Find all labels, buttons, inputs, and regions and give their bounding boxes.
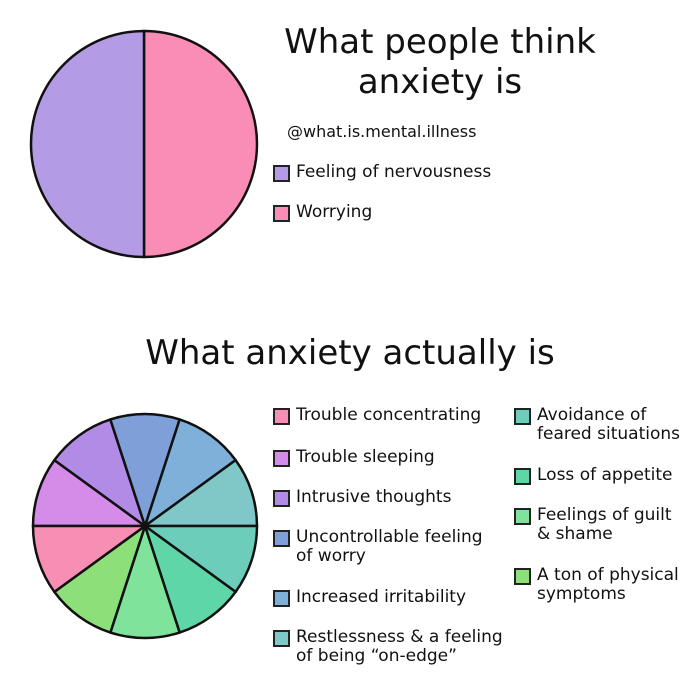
- legend-item: Avoidance of feared situations: [514, 406, 680, 444]
- legend-item: Intrusive thoughts: [273, 488, 451, 507]
- legend-item: Loss of appetite: [514, 466, 672, 485]
- legend-label: Loss of appetite: [537, 465, 673, 485]
- legend-swatch: [273, 590, 290, 607]
- legend-item: Restlessness & a feeling of being “on-ed…: [273, 628, 503, 666]
- legend-item: Feelings of guilt & shame: [514, 506, 672, 544]
- legend-item: Feeling of nervousness: [273, 163, 491, 182]
- pie-slice: [29, 29, 146, 259]
- legend-item: Trouble sleeping: [273, 448, 435, 467]
- chart-title-think: What people think anxiety is: [284, 22, 596, 102]
- legend-label: Trouble sleeping: [296, 447, 435, 467]
- legend-swatch: [514, 408, 531, 425]
- legend-swatch: [273, 630, 290, 647]
- chart-title-actual: What anxiety actually is: [145, 333, 555, 373]
- legend-label: Intrusive thoughts: [296, 487, 452, 507]
- legend-swatch: [273, 490, 290, 507]
- pie-slice: [31, 524, 147, 594]
- legend-label: Uncontrollable feeling of worry: [296, 527, 483, 566]
- legend-label: Increased irritability: [296, 587, 467, 607]
- legend-label: Feelings of guilt & shame: [537, 505, 672, 544]
- legend-swatch: [273, 165, 290, 182]
- legend-label: Trouble concentrating: [296, 405, 482, 425]
- legend-label: Worrying: [296, 202, 373, 222]
- legend-swatch: [514, 468, 531, 485]
- legend-swatch: [273, 450, 290, 467]
- legend-label: A ton of physical symptoms: [537, 565, 679, 604]
- legend-item: A ton of physical symptoms: [514, 566, 679, 604]
- legend-label: Feeling of nervousness: [296, 162, 492, 182]
- legend-swatch: [273, 530, 290, 547]
- legend-item: Worrying: [273, 203, 372, 222]
- legend-item: Trouble concentrating: [273, 406, 481, 425]
- legend-swatch: [273, 205, 290, 222]
- pie-chart-think: [29, 29, 259, 259]
- chart-subtitle: @what.is.mental.illness: [287, 122, 477, 141]
- legend-item: Increased irritability: [273, 588, 466, 607]
- legend-swatch: [514, 508, 531, 525]
- pie-chart-actual: [31, 412, 259, 640]
- legend-swatch: [514, 568, 531, 585]
- legend-swatch: [273, 408, 290, 425]
- legend-label: Restlessness & a feeling of being “on-ed…: [296, 627, 503, 666]
- legend-label: Avoidance of feared situations: [537, 405, 680, 444]
- pie-slice: [142, 29, 259, 259]
- legend-item: Uncontrollable feeling of worry: [273, 528, 483, 566]
